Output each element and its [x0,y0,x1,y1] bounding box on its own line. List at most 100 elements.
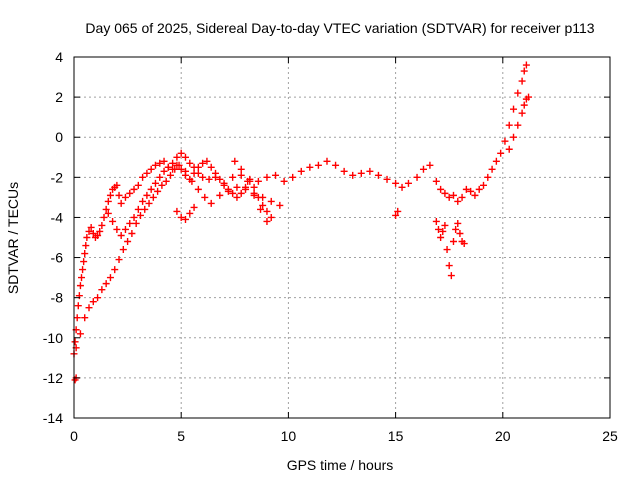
data-point [147,185,155,193]
data-point [141,205,149,213]
data-point [94,294,102,302]
data-point [374,171,382,179]
data-point [441,221,449,229]
data-point [525,93,533,101]
data-point [224,185,232,193]
data-point [94,231,102,239]
data-point [102,205,110,213]
y-tick-label: 4 [55,49,63,65]
data-point [151,179,159,187]
data-point [392,211,400,219]
data-series [432,217,468,280]
data-point [323,157,331,165]
data-point [514,89,522,97]
x-tick-label: 10 [281,428,297,444]
y-tick-label: 2 [55,89,63,105]
data-point [194,185,202,193]
data-point [194,163,202,171]
data-point [85,227,93,235]
data-point [177,149,185,157]
data-point [130,213,138,221]
x-tick-label: 20 [495,428,511,444]
data-points [70,61,533,384]
data-point [441,189,449,197]
data-point [158,181,166,189]
data-point [156,159,164,167]
data-point [143,191,151,199]
data-point [505,145,513,153]
data-series [505,93,533,153]
data-point [181,153,189,161]
data-point [458,193,466,201]
data-point [205,175,213,183]
data-point [89,229,97,237]
data-point [484,173,492,181]
data-point [272,171,280,179]
data-point [394,207,402,215]
data-point [134,181,142,189]
data-point [276,201,284,209]
data-point [443,246,451,254]
data-point [454,197,462,205]
data-point [432,177,440,185]
data-point [106,274,114,282]
data-point [171,165,179,173]
data-point [186,209,194,217]
data-point [104,197,112,205]
data-point [76,330,84,338]
data-point [520,67,528,75]
data-point [139,173,147,181]
data-point [190,169,198,177]
data-point [71,338,79,346]
data-point [151,161,159,169]
data-point [212,169,220,177]
x-tick-label: 5 [177,428,185,444]
data-point [432,217,440,225]
data-point [166,171,174,179]
data-point [80,258,88,266]
data-point [280,177,288,185]
data-point [462,185,470,193]
x-tick-label: 25 [602,428,618,444]
y-tick-label: -14 [43,410,63,426]
data-point [454,219,462,227]
data-point [186,159,194,167]
data-point [177,165,185,173]
data-point [250,191,258,199]
data-series [104,157,275,239]
data-point [237,189,245,197]
data-point [98,286,106,294]
data-point [145,199,153,207]
data-point [357,169,365,177]
data-point [102,280,110,288]
y-tick-label: -12 [43,370,63,386]
data-point [164,163,172,171]
data-point [74,302,82,310]
data-series [392,207,402,219]
data-point [115,256,123,264]
chart-title: Day 065 of 2025, Sidereal Day-to-day VTE… [85,20,594,36]
data-point [83,234,91,241]
data-point [505,121,513,129]
data-point [119,246,127,254]
y-axis-label: SDTVAR / TECUs [5,182,21,294]
data-point [126,189,134,197]
data-point [254,193,262,201]
data-point [419,165,427,173]
data-point [117,231,125,239]
data-point [366,167,374,175]
data-point [497,149,505,157]
data-point [233,183,241,191]
y-tick-label: 0 [55,129,63,145]
data-point [79,266,87,274]
data-point [518,77,526,85]
data-point [501,137,509,145]
data-point [297,167,305,175]
data-point [263,173,271,181]
data-point [229,189,237,197]
data-point [257,205,265,213]
data-point [437,185,445,193]
data-point [207,199,215,207]
data-point [139,197,147,205]
data-point [426,161,434,169]
